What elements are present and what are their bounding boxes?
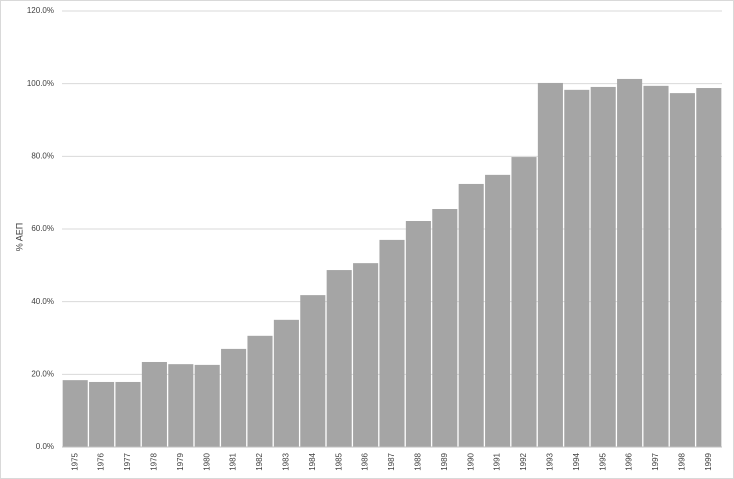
bar xyxy=(617,78,643,448)
x-tick-label: 1999 xyxy=(704,452,713,470)
x-tick-label: 1991 xyxy=(493,452,502,470)
y-axis-label: % ΑΕΠ xyxy=(14,223,24,252)
y-tick-label: 40.0% xyxy=(31,297,54,306)
bar xyxy=(643,85,669,447)
x-tick-label: 1985 xyxy=(334,452,343,470)
bar xyxy=(62,380,88,447)
bar xyxy=(326,270,352,447)
bar xyxy=(405,221,431,447)
x-tick-label: 1979 xyxy=(176,452,185,470)
bar xyxy=(168,364,194,447)
bar xyxy=(458,183,484,448)
x-tick-label: 1983 xyxy=(282,452,291,470)
x-tick-label: 1978 xyxy=(150,452,159,470)
x-tick-label: 1981 xyxy=(229,452,238,470)
bar xyxy=(590,86,616,447)
x-tick-label: 1989 xyxy=(440,452,449,470)
x-tick-label: 1996 xyxy=(625,452,634,470)
y-tick-label: 80.0% xyxy=(31,151,54,160)
bar xyxy=(273,319,299,447)
y-tick-label: 100.0% xyxy=(27,79,54,88)
bar xyxy=(221,348,247,447)
x-tick-label: 1995 xyxy=(598,452,607,470)
bar xyxy=(696,88,722,447)
y-tick-label: 60.0% xyxy=(31,224,54,233)
bar xyxy=(669,93,695,447)
x-tick-label: 1976 xyxy=(97,452,106,470)
bar xyxy=(353,263,379,447)
y-tick-label: 120.0% xyxy=(27,6,54,15)
bar xyxy=(115,381,141,447)
x-tick-label: 1992 xyxy=(519,452,528,470)
x-tick-label: 1975 xyxy=(70,452,79,470)
bar xyxy=(300,295,326,447)
bar xyxy=(89,381,115,447)
x-tick-label: 1987 xyxy=(387,452,396,470)
bar xyxy=(141,361,167,447)
x-tick-label: 1997 xyxy=(651,452,660,470)
x-tick-label: 1993 xyxy=(546,452,555,470)
bar xyxy=(511,157,537,447)
x-tick-label: 1994 xyxy=(572,452,581,470)
x-tick-label: 1984 xyxy=(308,452,317,470)
x-tick-label: 1982 xyxy=(255,452,264,470)
bar xyxy=(564,89,590,448)
x-tick-label: 1986 xyxy=(361,452,370,470)
x-tick-label: 1980 xyxy=(202,452,211,470)
bar xyxy=(247,335,273,447)
bar xyxy=(379,239,405,447)
x-tick-label: 1998 xyxy=(678,452,687,470)
bar xyxy=(194,364,220,447)
bar xyxy=(485,174,511,447)
x-tick-label: 1990 xyxy=(466,452,475,470)
y-tick-label: 0.0% xyxy=(36,442,54,451)
bar xyxy=(432,209,458,447)
x-tick-label: 1988 xyxy=(414,452,423,470)
x-tick-label: 1977 xyxy=(123,452,132,470)
y-tick-label: 20.0% xyxy=(31,369,54,378)
bar xyxy=(537,82,563,447)
